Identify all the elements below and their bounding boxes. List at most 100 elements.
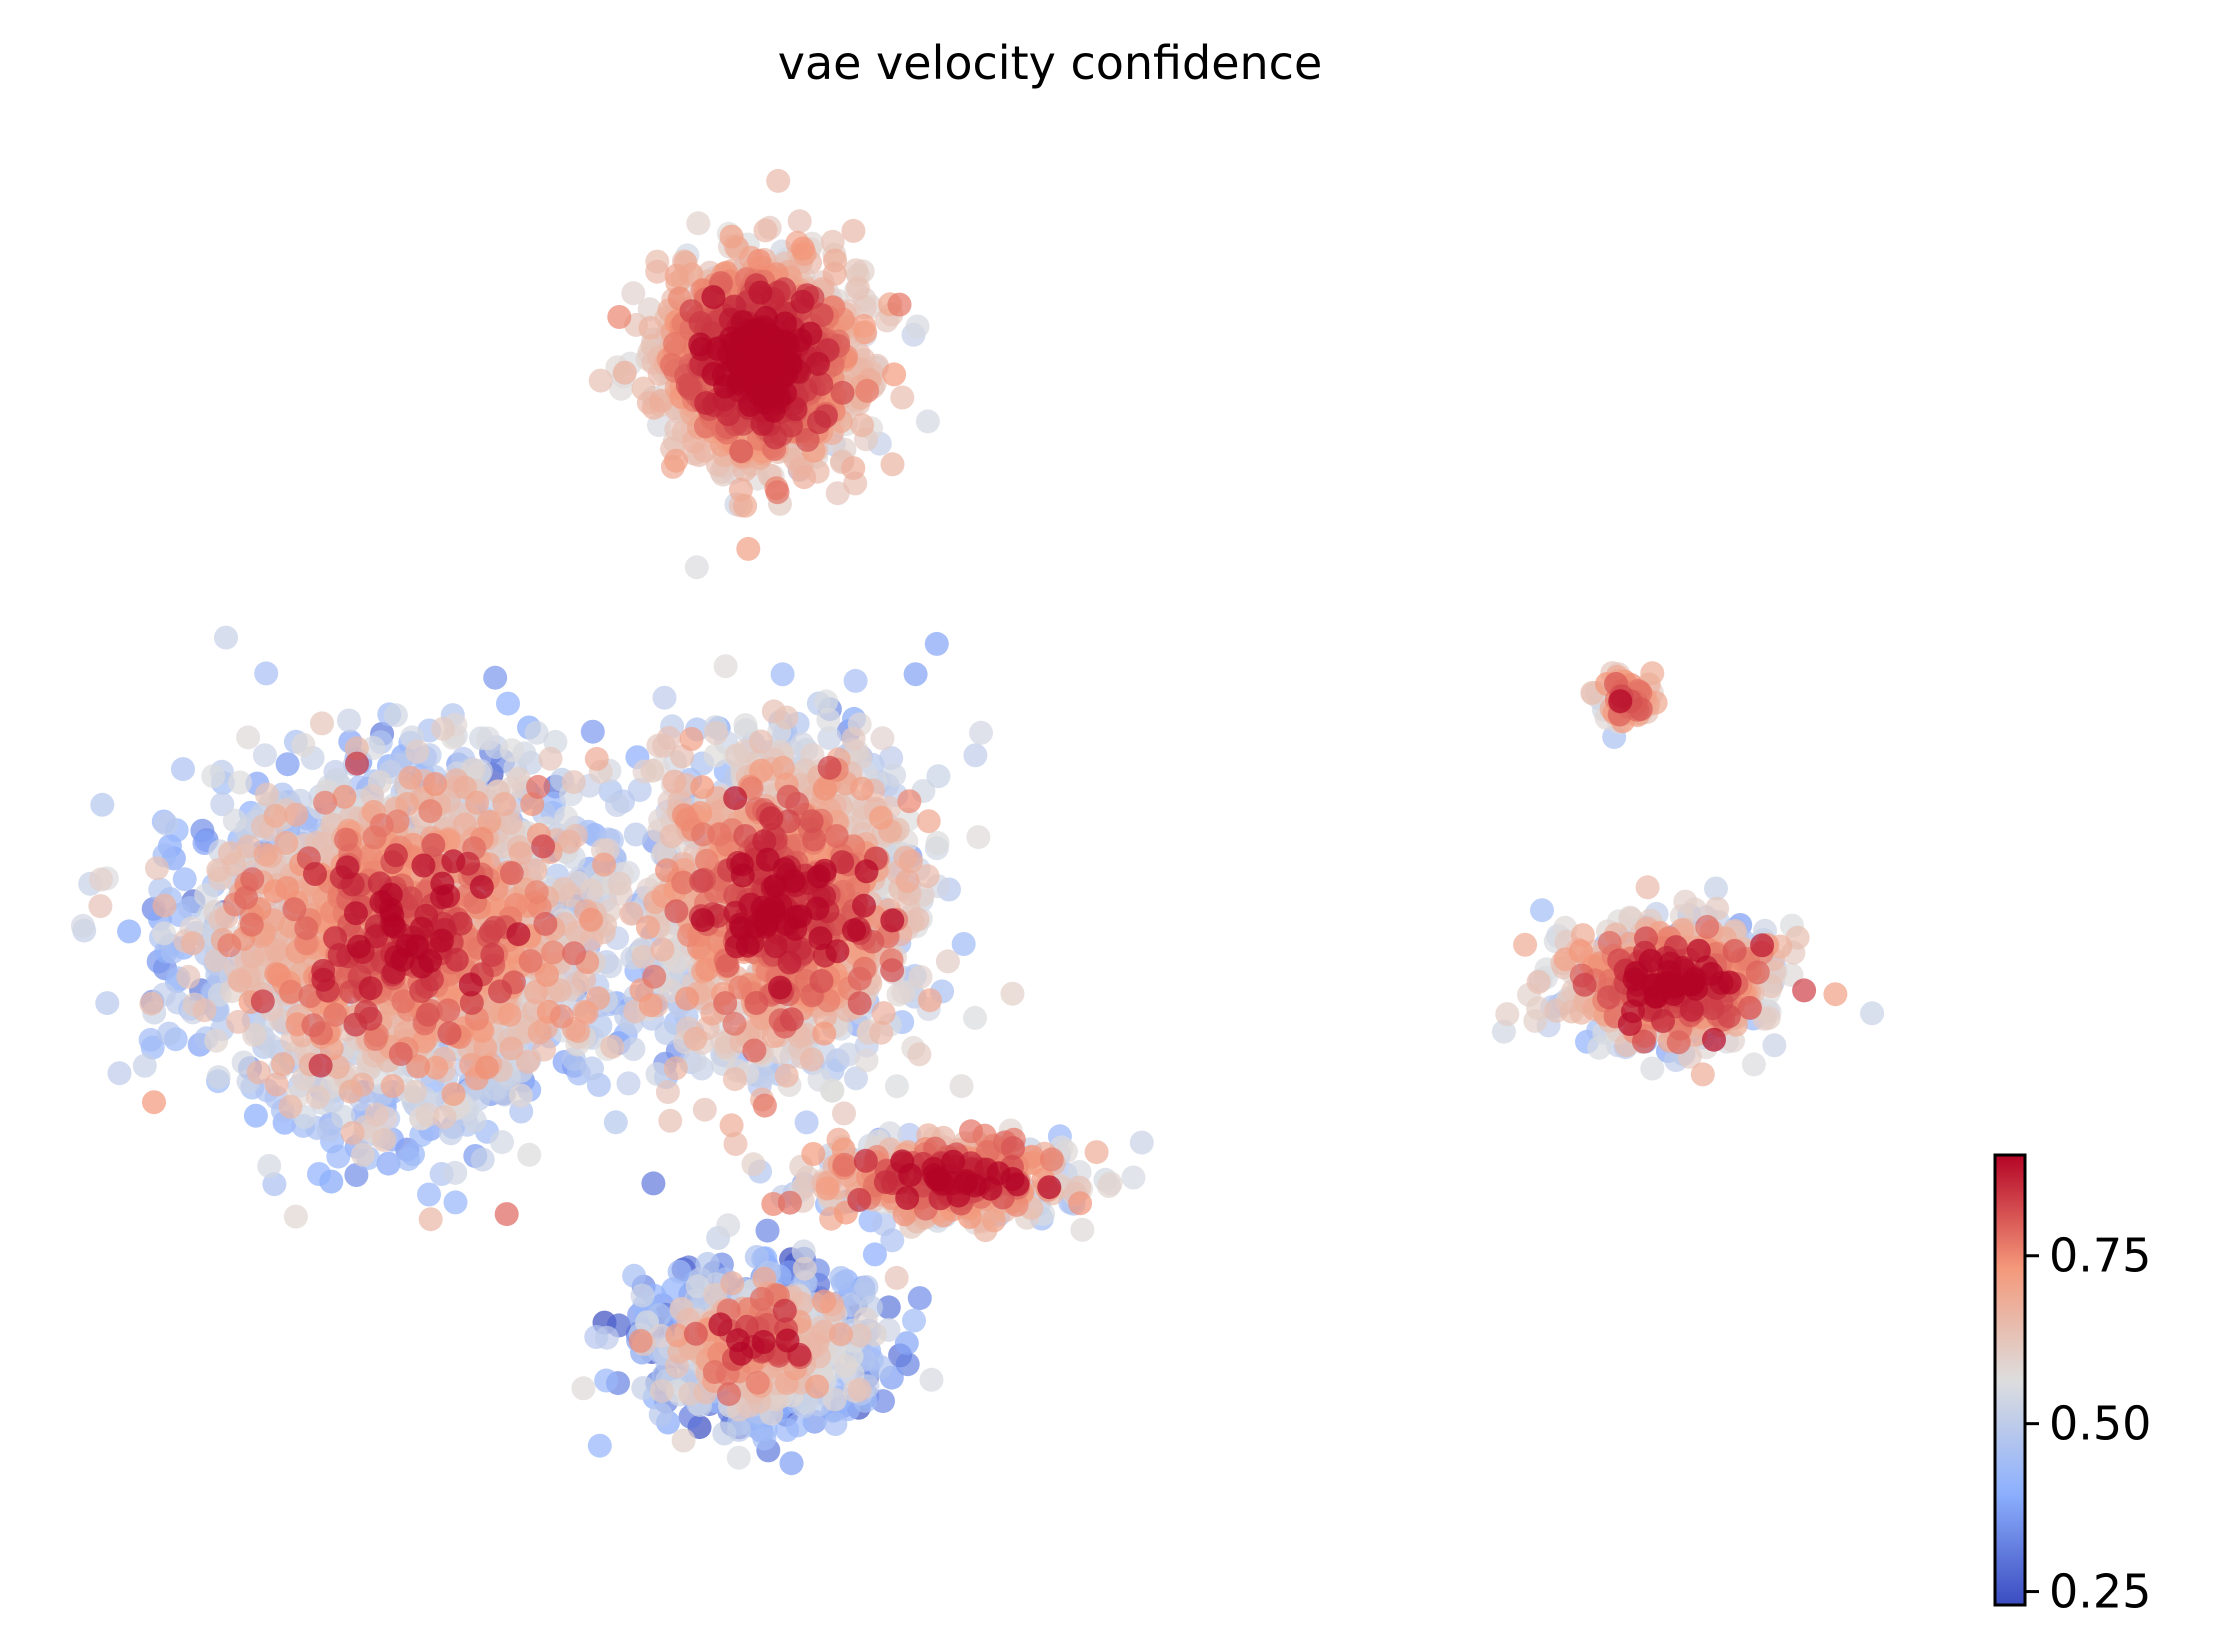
scatter-point <box>645 1062 670 1087</box>
scatter-point <box>580 719 605 744</box>
scatter-point <box>1741 1052 1766 1077</box>
scatter-point <box>871 1001 896 1026</box>
scatter-point <box>432 1105 457 1130</box>
scatter-point <box>704 721 728 745</box>
scatter-point <box>527 1020 552 1045</box>
scatter-point <box>192 998 217 1023</box>
scatter-point <box>713 654 738 679</box>
scatter-point <box>403 1079 427 1104</box>
scatter-point <box>905 314 930 339</box>
scatter-point <box>398 765 423 790</box>
scatter-point <box>820 1078 845 1103</box>
scatter-point <box>275 752 300 777</box>
scatter-point <box>949 1074 974 1099</box>
scatter-point <box>871 1212 896 1236</box>
scatter-point <box>605 793 629 817</box>
scatter-point <box>1084 1140 1109 1165</box>
scatter-point <box>825 481 850 506</box>
scatter-point <box>812 1289 837 1314</box>
scatter-point <box>741 1152 766 1177</box>
scatter-points <box>70 168 1885 1476</box>
scatter-point <box>924 631 949 656</box>
scatter-point <box>383 703 408 728</box>
scatter-point <box>90 792 115 817</box>
scatter-point <box>1823 982 1848 1007</box>
scatter-point <box>586 986 611 1011</box>
scatter-point <box>554 805 579 830</box>
scatter-point <box>692 1097 717 1122</box>
scatter-point <box>1860 1001 1885 1026</box>
scatter-point <box>843 668 868 693</box>
scatter-point <box>405 739 430 764</box>
scatter-point <box>844 1066 868 1091</box>
scatter-point <box>832 1101 856 1126</box>
scatter-point <box>587 1433 612 1458</box>
scatter-point <box>132 1053 157 1078</box>
scatter-point <box>496 691 520 716</box>
scatter-point <box>805 1374 830 1399</box>
scatter-point <box>594 1368 619 1393</box>
scatter-point <box>902 1308 926 1333</box>
scatter-point <box>925 831 950 855</box>
scatter-point <box>785 1413 810 1438</box>
scatter-point <box>622 1263 647 1288</box>
scatter-point <box>621 1037 646 1061</box>
scatter-point <box>1762 1033 1787 1058</box>
scatter-point <box>981 1208 1006 1233</box>
scatter-point <box>1587 1035 1612 1060</box>
scatter-point <box>1682 897 1707 922</box>
scatter-point <box>178 896 203 920</box>
scatter-point <box>774 1063 799 1088</box>
scatter-point <box>882 362 907 387</box>
scatter-point <box>822 1387 847 1412</box>
scatter-point <box>1705 896 1730 921</box>
scatter-point <box>201 764 226 789</box>
scatter-point <box>372 1127 397 1152</box>
scatter-point <box>891 980 916 1005</box>
scatter-point <box>890 385 915 410</box>
scatter-point <box>814 689 839 714</box>
scatter-point <box>895 1352 920 1377</box>
scatter-point <box>1690 1062 1715 1087</box>
scatter-point <box>499 738 524 763</box>
scatter-point <box>631 1376 656 1400</box>
scatter-point <box>254 661 279 686</box>
scatter-point <box>638 315 663 340</box>
scatter-point <box>836 1042 861 1067</box>
scatter-point <box>829 1322 853 1347</box>
scatter-point <box>236 725 261 750</box>
chart-title: vae velocity confidence <box>777 36 1323 90</box>
scatter-point <box>1000 981 1025 1006</box>
scatter-point <box>935 949 960 974</box>
scatter-point <box>139 991 164 1016</box>
scatter-point <box>869 805 893 830</box>
scatter-point <box>222 808 247 833</box>
scatter-point <box>846 276 870 301</box>
scatter-point <box>89 867 113 892</box>
scatter-point <box>926 764 951 789</box>
scatter-point <box>907 1042 932 1067</box>
scatter-point <box>761 699 786 724</box>
scatter-point <box>483 665 508 690</box>
scatter-point <box>725 743 750 768</box>
scatter-point <box>843 258 868 283</box>
scatter-point <box>95 991 120 1016</box>
scatter-point <box>853 320 878 345</box>
scatter-point <box>338 1079 363 1104</box>
scatter-point <box>409 1123 434 1147</box>
scatter-point <box>894 1331 919 1356</box>
scatter-point <box>1129 1130 1154 1155</box>
scatter-point <box>716 1213 741 1238</box>
scatter-point <box>787 209 812 234</box>
scatter-point <box>854 1048 879 1073</box>
scatter-point <box>1704 876 1728 901</box>
scatter-point <box>600 1034 625 1059</box>
scatter-point <box>138 1027 163 1052</box>
scatter-point <box>152 893 177 918</box>
scatter-point <box>663 1056 688 1081</box>
scatter-point <box>254 782 279 807</box>
scatter-point <box>792 1256 817 1281</box>
scatter-point <box>898 849 923 874</box>
scatter-point <box>1513 932 1538 957</box>
